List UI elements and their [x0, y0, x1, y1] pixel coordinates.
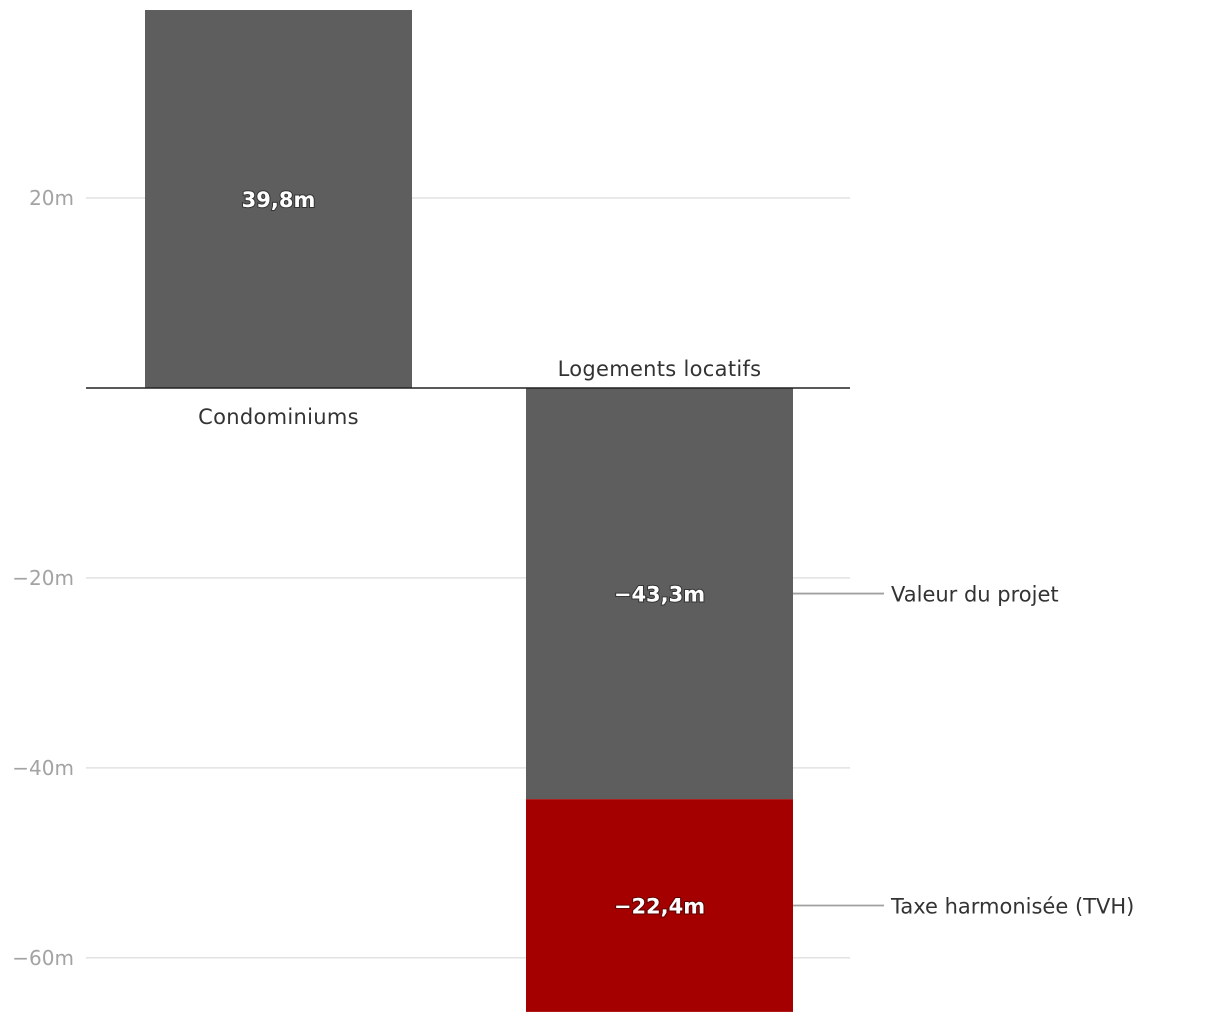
- legend-label: Taxe harmonisée (TVH): [890, 895, 1134, 919]
- bar-segment: [145, 10, 412, 388]
- y-tick-label: −20m: [12, 566, 74, 590]
- y-tick-label: 20m: [29, 186, 74, 210]
- y-tick-label: −40m: [12, 756, 74, 780]
- bar-segment: [526, 799, 793, 1012]
- bars: [145, 10, 793, 1012]
- legend-label: Valeur du projet: [891, 583, 1059, 607]
- bar-value-label: −22,4m: [614, 895, 705, 919]
- bar-segment: [526, 387, 793, 800]
- category-label: Condominiums: [198, 405, 359, 429]
- category-label: Logements locatifs: [558, 357, 762, 381]
- bar-value-label: 39,8m: [242, 188, 316, 212]
- bar-value-label: −43,3m: [614, 583, 705, 607]
- labels: 20m −20m −40m −60m 39,8m −43,3m −22,4m Condomin…: [12, 186, 1134, 970]
- y-tick-label: −60m: [12, 946, 74, 970]
